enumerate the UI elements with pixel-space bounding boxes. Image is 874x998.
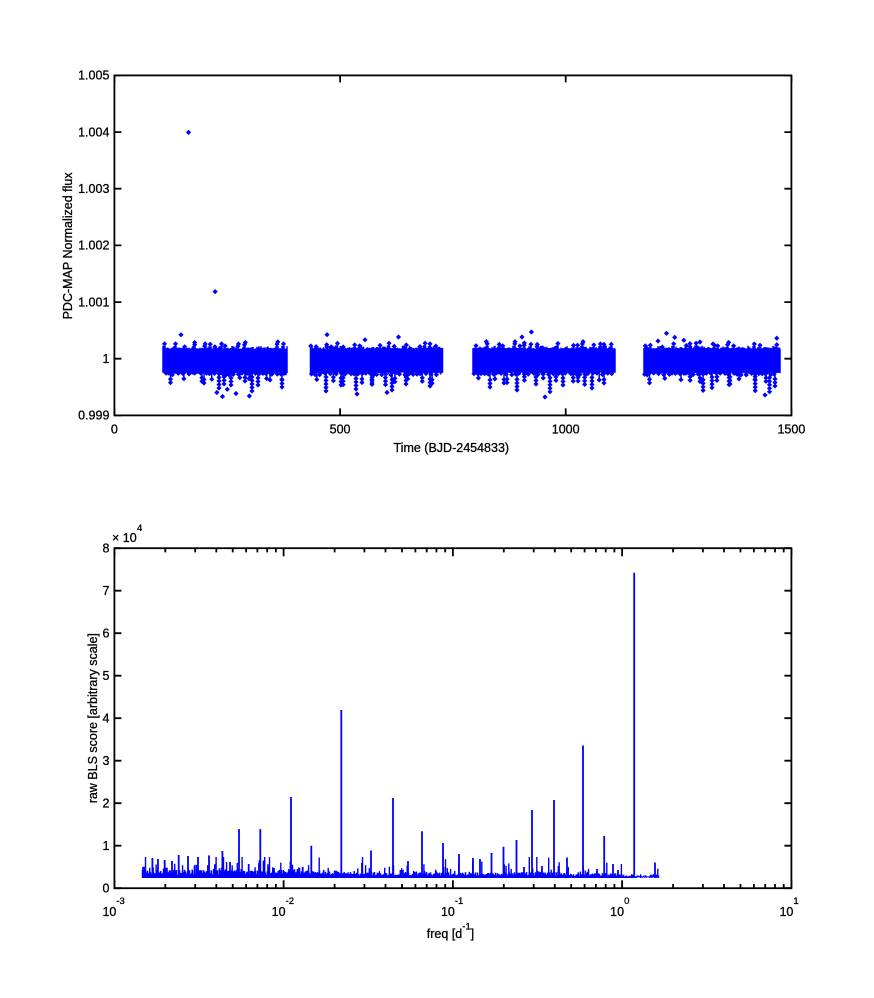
svg-text:× 10: × 10 — [112, 531, 137, 545]
svg-text:1.001: 1.001 — [78, 295, 109, 309]
svg-text:-1: -1 — [462, 922, 470, 933]
svg-text:-3: -3 — [116, 896, 124, 907]
svg-text:4: 4 — [137, 523, 142, 534]
svg-text:1.003: 1.003 — [78, 182, 109, 196]
svg-text:0.999: 0.999 — [78, 409, 109, 423]
svg-text:1.002: 1.002 — [78, 239, 109, 253]
svg-text:0: 0 — [624, 896, 629, 907]
svg-text:6: 6 — [102, 627, 109, 641]
svg-text:1: 1 — [102, 839, 109, 853]
svg-text:freq [d: freq [d — [427, 927, 462, 941]
svg-text:1500: 1500 — [777, 423, 805, 437]
svg-text:1.004: 1.004 — [78, 125, 109, 139]
svg-text:2: 2 — [102, 797, 109, 811]
svg-text:raw BLS score [arbitrary scale: raw BLS score [arbitrary scale] — [86, 633, 100, 803]
svg-text:10: 10 — [779, 905, 793, 919]
svg-text:5: 5 — [102, 669, 109, 683]
svg-text:PDC-MAP Normalized flux: PDC-MAP Normalized flux — [61, 172, 75, 320]
svg-text:1: 1 — [102, 352, 109, 366]
svg-text:4: 4 — [102, 712, 109, 726]
svg-text:-1: -1 — [455, 896, 463, 907]
svg-text:]: ] — [471, 927, 474, 941]
svg-text:1000: 1000 — [552, 423, 580, 437]
svg-text:10: 10 — [102, 905, 116, 919]
svg-text:500: 500 — [330, 423, 351, 437]
svg-text:7: 7 — [102, 584, 109, 598]
svg-text:10: 10 — [272, 905, 286, 919]
svg-text:-2: -2 — [286, 896, 294, 907]
svg-text:8: 8 — [102, 542, 109, 556]
svg-text:3: 3 — [102, 754, 109, 768]
svg-text:1.005: 1.005 — [78, 69, 109, 83]
svg-text:0: 0 — [111, 423, 118, 437]
svg-text:10: 10 — [610, 905, 624, 919]
svg-text:10: 10 — [441, 905, 455, 919]
svg-text:0: 0 — [102, 882, 109, 896]
svg-text:Time (BJD-2454833): Time (BJD-2454833) — [394, 441, 510, 455]
svg-text:1: 1 — [793, 896, 798, 907]
